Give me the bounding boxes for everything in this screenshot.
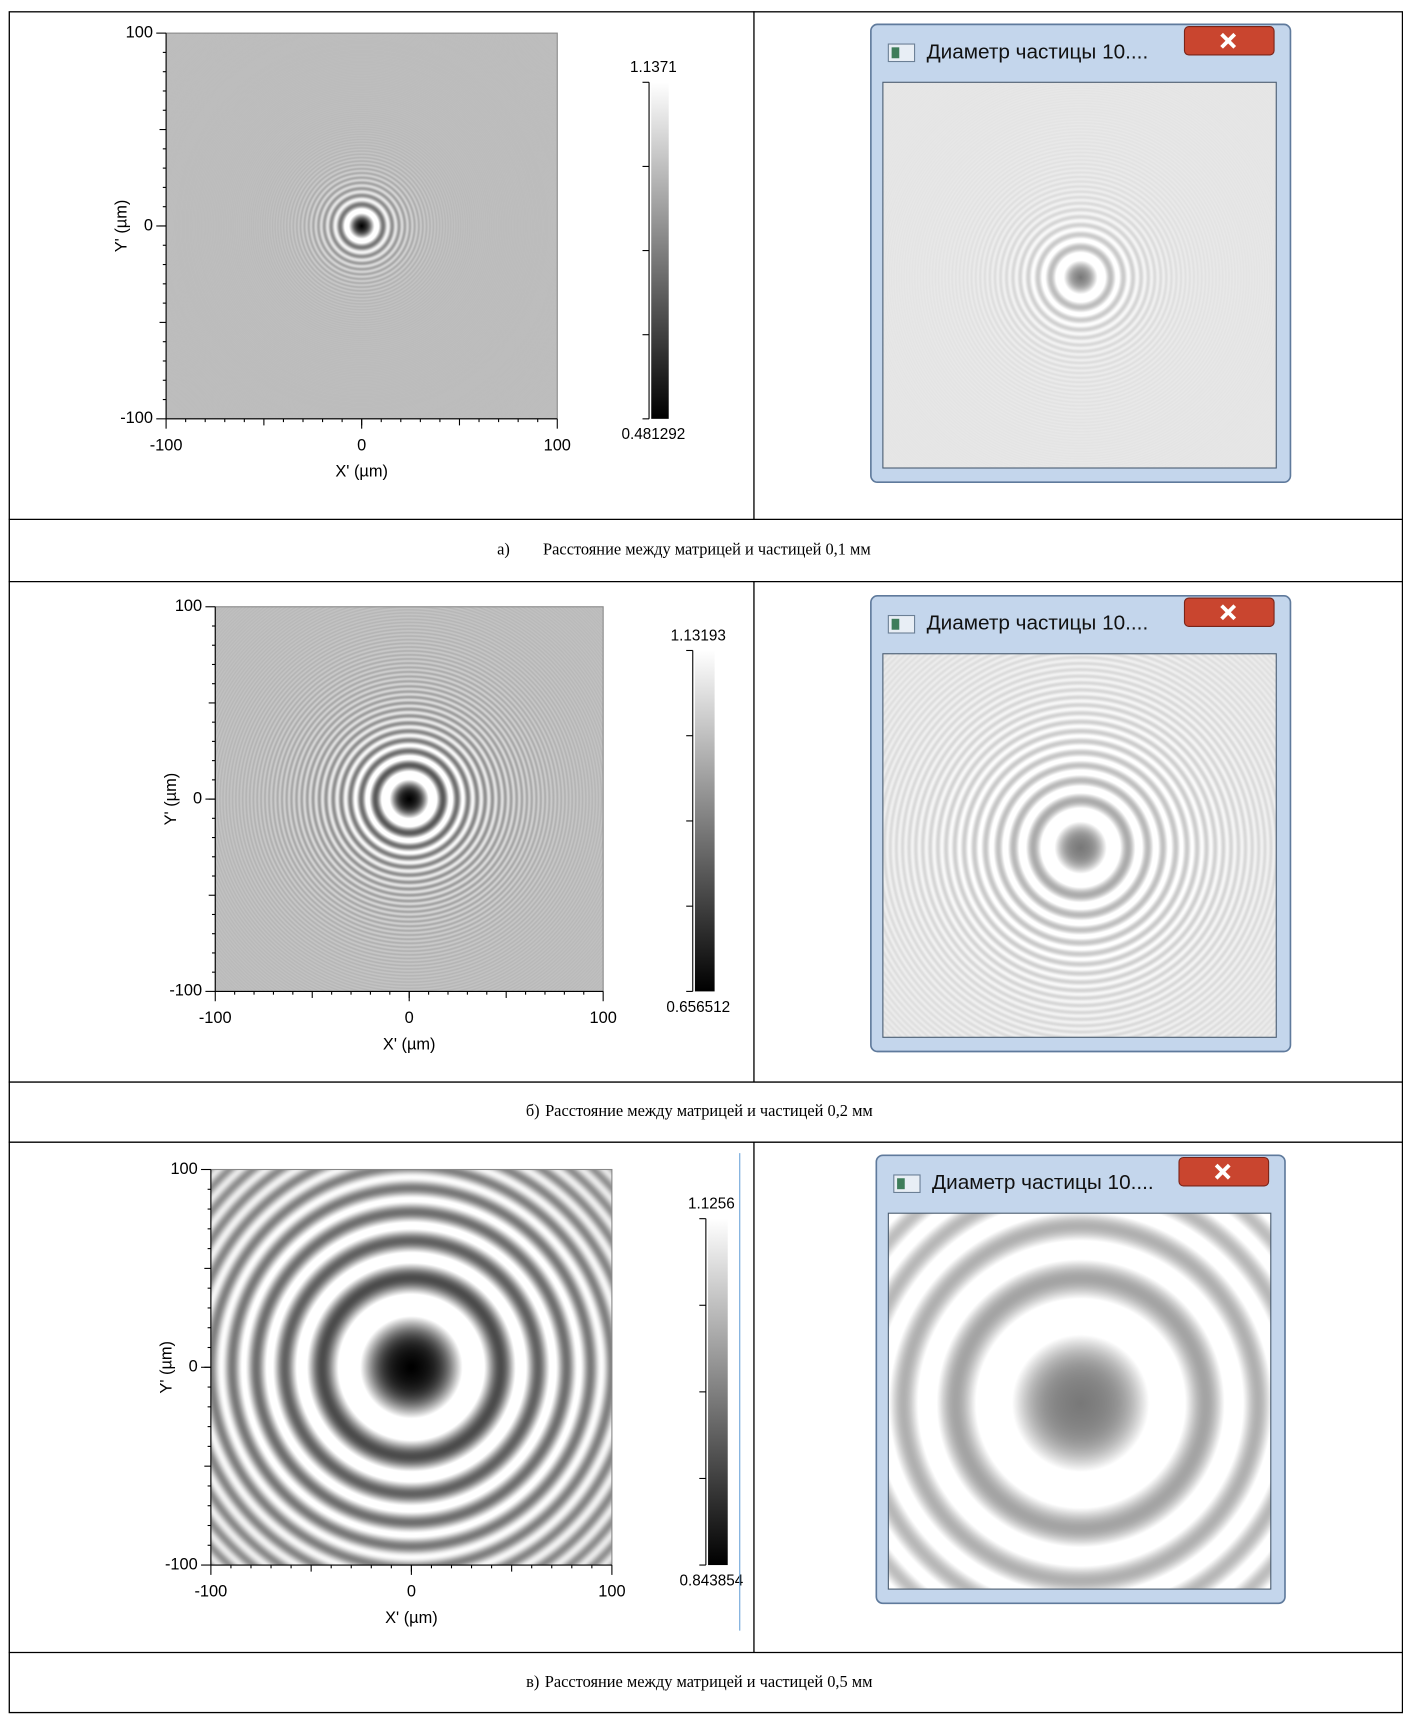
caption-text: Расстояние между матрицей и частицей 0,1… [543,539,871,558]
x-tick-label: 0 [407,1583,416,1601]
close-icon [1214,1163,1231,1180]
y-tick-label: 0 [193,789,202,807]
x-axis-label: X' (µm) [335,463,388,481]
y-axis-label: Y' (µm) [113,200,131,253]
window-title: Диаметр частицы 10.... [927,40,1149,63]
colorbar-max-label: 1.1256 [688,1196,735,1213]
colorbar [694,650,715,992]
caption-label: а) [497,539,510,558]
y-tick-label: 100 [175,597,202,615]
x-tick-label: 100 [544,436,571,454]
colorbar [708,1218,728,1566]
caption: б) Расстояние между матрицей и частицей 0… [526,1101,873,1120]
x-tick-label: -100 [194,1583,227,1601]
colorbar-max-label: 1.1371 [630,59,677,76]
window-icon-inner [891,47,900,59]
y-tick-label: -100 [165,1555,198,1573]
diffraction-image [165,32,558,420]
window-title: Диаметр частицы 10.... [932,1171,1154,1194]
x-axis-label: X' (µm) [385,1609,438,1627]
caption-text: Расстояние между матрицей и частицей 0,2… [545,1101,873,1120]
diffraction-image [210,1168,613,1566]
y-axis-label: Y' (µm) [158,1341,176,1394]
caption-label: в) [526,1672,539,1691]
colorbar-min-label: 0.481292 [622,426,686,443]
window-content [882,81,1277,469]
y-tick-label: 0 [189,1358,198,1376]
window-title: Диаметр частицы 10.... [927,612,1149,635]
x-tick-label: -100 [199,1009,232,1027]
x-tick-label: 0 [405,1009,414,1027]
x-tick-label: -100 [150,436,183,454]
caption: в) Расстояние между матрицей и частицей 0… [526,1672,872,1691]
y-tick-label: -100 [169,982,202,1000]
caption-label: б) [526,1101,540,1120]
colorbar-min-label: 0.656512 [666,999,730,1016]
colorbar [651,82,669,419]
x-axis-label: X' (µm) [383,1035,436,1053]
window-icon-inner [897,1178,905,1190]
window-icon-inner [891,618,900,630]
colorbar-min-label: 0.843854 [679,1572,743,1589]
diffraction-image [214,606,604,992]
close-icon [1220,604,1237,621]
y-tick-label: 100 [170,1160,197,1178]
table-border [8,11,1403,1714]
close-icon [1220,32,1237,49]
colorbar-max-label: 1.13193 [671,627,726,644]
y-tick-label: 0 [144,216,153,234]
x-tick-label: 0 [357,436,366,454]
y-axis-label: Y' (µm) [162,773,180,826]
x-tick-label: 100 [598,1583,625,1601]
caption-text: Расстояние между матрицей и частицей 0,5… [545,1672,873,1691]
x-tick-label: 100 [589,1009,616,1027]
window-content [887,1212,1272,1590]
y-tick-label: -100 [120,409,153,427]
window-content [882,653,1277,1038]
y-tick-label: 100 [126,23,153,41]
